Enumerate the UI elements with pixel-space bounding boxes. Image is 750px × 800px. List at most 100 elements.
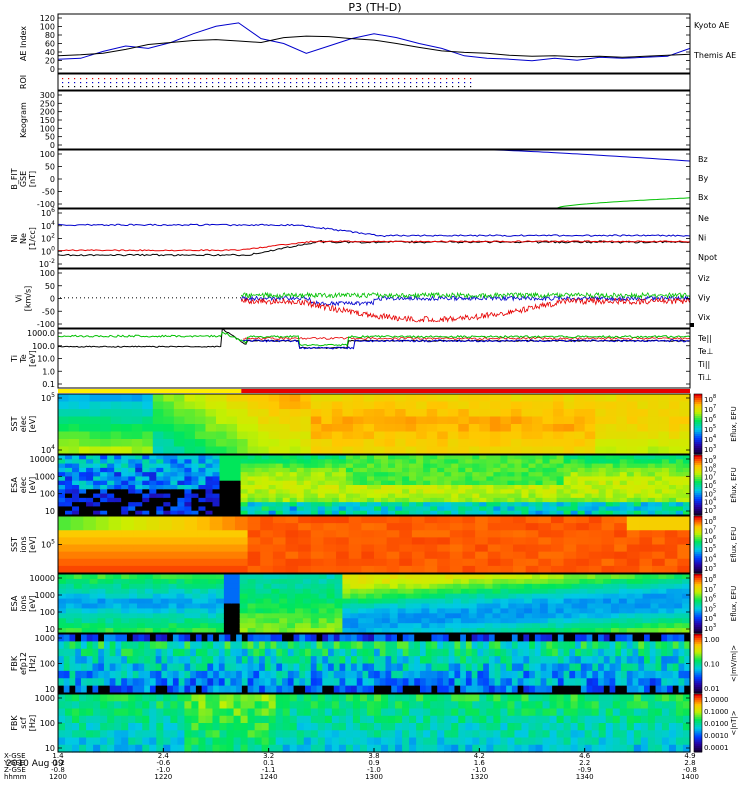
heatmap-cell — [650, 628, 659, 634]
heatmap-cell — [184, 401, 196, 410]
zero-dot — [100, 297, 101, 299]
heatmap-cell — [465, 648, 473, 657]
colorbar-tick: 103 — [704, 444, 716, 454]
heatmap-cell — [247, 455, 256, 460]
heatmap-cell — [342, 593, 351, 600]
heatmap-cell — [356, 648, 364, 657]
zero-dot — [72, 297, 73, 299]
heatmap-cell — [93, 493, 101, 499]
heatmap-cell — [479, 424, 491, 433]
heatmap-cell — [89, 598, 99, 605]
heatmap-cell — [209, 523, 223, 531]
colorbar-cell — [694, 479, 702, 482]
heatmap-cell — [184, 723, 193, 731]
y-axis-label: B_FIT — [10, 168, 19, 189]
y-tick-label: 100 — [40, 608, 55, 617]
heatmap-cell — [287, 678, 295, 687]
heatmap-cell — [350, 574, 359, 580]
heatmap-cell — [453, 618, 462, 624]
heatmap-cell — [539, 628, 549, 634]
heatmap-cell — [678, 685, 685, 694]
heatmap-cell — [352, 455, 361, 460]
roi-dot — [446, 82, 448, 84]
heatmap-cell — [532, 598, 541, 605]
heatmap-cell — [223, 593, 233, 600]
heatmap-cell — [389, 608, 399, 614]
heatmap-cell — [516, 593, 525, 600]
heatmap-cell — [472, 472, 480, 478]
heatmap-cell — [458, 467, 466, 473]
heatmap-cell — [479, 510, 487, 516]
heatmap-cell — [397, 588, 407, 595]
heatmap-cell — [534, 670, 542, 679]
heatmap-cell — [345, 489, 354, 495]
heatmap-cell — [316, 678, 323, 687]
heatmap-cell — [58, 409, 70, 418]
heatmap-cell — [345, 480, 354, 486]
heatmap-cell — [318, 623, 328, 629]
heatmap-cell — [275, 730, 284, 739]
heatmap-cell — [212, 744, 221, 753]
heatmap-cell — [647, 502, 656, 508]
colorbar-cell — [694, 416, 702, 419]
heatmap-cell — [448, 663, 456, 672]
heatmap-cell — [444, 506, 452, 512]
heatmap-cell — [240, 506, 249, 512]
colorbar-tick: 105 — [704, 424, 716, 434]
heatmap-cell — [146, 537, 160, 546]
heatmap-cell — [149, 656, 157, 665]
y-axis-label: [eV] — [28, 595, 37, 612]
heatmap-cell — [675, 506, 684, 512]
heatmap-cell — [79, 737, 87, 746]
heatmap-cell — [675, 467, 684, 473]
heatmap-cell — [539, 598, 549, 605]
heatmap-cell — [222, 551, 236, 560]
heatmap-cell — [523, 648, 530, 657]
heatmap-cell — [445, 618, 454, 624]
roi-dot — [122, 86, 124, 88]
heatmap-cell — [668, 502, 677, 508]
heatmap-cell — [331, 502, 340, 508]
heatmap-cell — [167, 670, 174, 679]
heatmap-cell — [331, 476, 340, 482]
heatmap-cell — [58, 708, 66, 717]
heatmap-cell — [616, 416, 628, 425]
zero-dot — [144, 297, 145, 299]
heatmap-cell — [477, 648, 484, 657]
heatmap-cell — [411, 558, 426, 567]
heatmap-cell — [368, 685, 375, 694]
heatmap-cell — [684, 648, 691, 657]
y-axis-label: ESA — [10, 595, 19, 611]
heatmap-cell — [595, 416, 607, 425]
heatmap-cell — [58, 459, 66, 465]
heatmap-cell — [666, 578, 675, 585]
heatmap-cell — [121, 416, 133, 425]
heatmap-cell — [331, 489, 340, 495]
panel-ti: 1000.0100.010.01.00.1Ti Te [eV]Te||Te⊥Ti||… — [10, 323, 713, 389]
heatmap-cell — [374, 493, 382, 499]
heatmap-cell — [352, 489, 361, 495]
colorbar-cell — [694, 491, 702, 494]
heatmap-cell — [488, 670, 496, 679]
heatmap-cell — [275, 510, 284, 516]
heatmap-cell — [219, 493, 228, 499]
heatmap-cell — [437, 618, 446, 624]
heatmap-cell — [411, 551, 426, 560]
heatmap-cell — [191, 694, 200, 702]
heatmap-cell — [289, 446, 301, 455]
heatmap-cell — [92, 648, 99, 657]
heatmap-cell — [93, 744, 101, 753]
roi-dot — [362, 82, 364, 84]
heatmap-cell — [100, 480, 108, 486]
heatmap-cell — [642, 603, 652, 610]
heatmap-cell — [230, 670, 237, 679]
heatmap-cell — [465, 634, 473, 642]
heatmap-cell — [580, 685, 588, 694]
heatmap-cell — [241, 670, 249, 679]
heatmap-cell — [549, 480, 558, 486]
heatmap-cell — [351, 678, 358, 687]
heatmap-cell — [129, 593, 138, 600]
heatmap-cell — [107, 715, 115, 724]
heatmap-cell — [218, 663, 226, 672]
